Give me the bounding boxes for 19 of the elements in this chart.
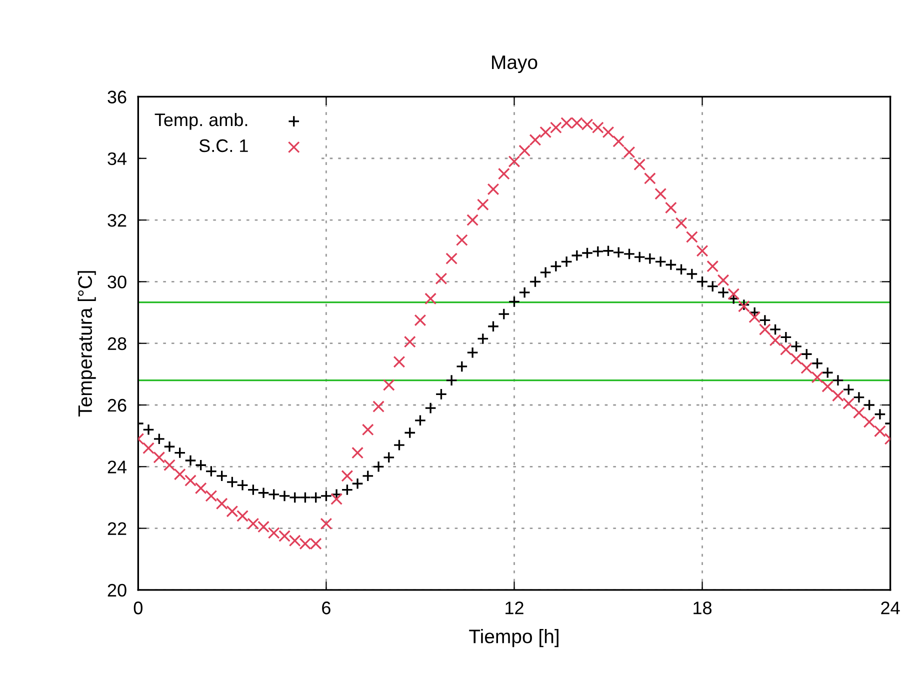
x-tick-label: 18: [694, 602, 712, 614]
y-tick-label: 32: [108, 214, 126, 227]
x-axis-title: Tiempo [h]: [469, 629, 558, 648]
y-tick-label: 28: [108, 337, 126, 350]
y-axis-title: Temperatura [°C]: [78, 271, 96, 416]
legend-label: Temp. amb.: [154, 112, 248, 130]
y-tick-label: 22: [108, 522, 126, 535]
x-tick-label: 12: [506, 602, 524, 614]
x-tick-label: 24: [881, 602, 900, 614]
y-tick-label: 36: [108, 90, 126, 104]
chart-title: Mayo: [492, 56, 538, 73]
y-tick-label: 34: [108, 152, 127, 166]
y-tick-label: 26: [108, 398, 126, 412]
x-tick-label: 0: [134, 602, 142, 614]
y-tick-label: 24: [108, 460, 127, 474]
y-tick-label: 20: [108, 584, 126, 597]
x-tick-label: 6: [322, 602, 330, 614]
legend-label: S.C. 1: [199, 139, 248, 152]
y-tick-label: 30: [108, 276, 126, 288]
